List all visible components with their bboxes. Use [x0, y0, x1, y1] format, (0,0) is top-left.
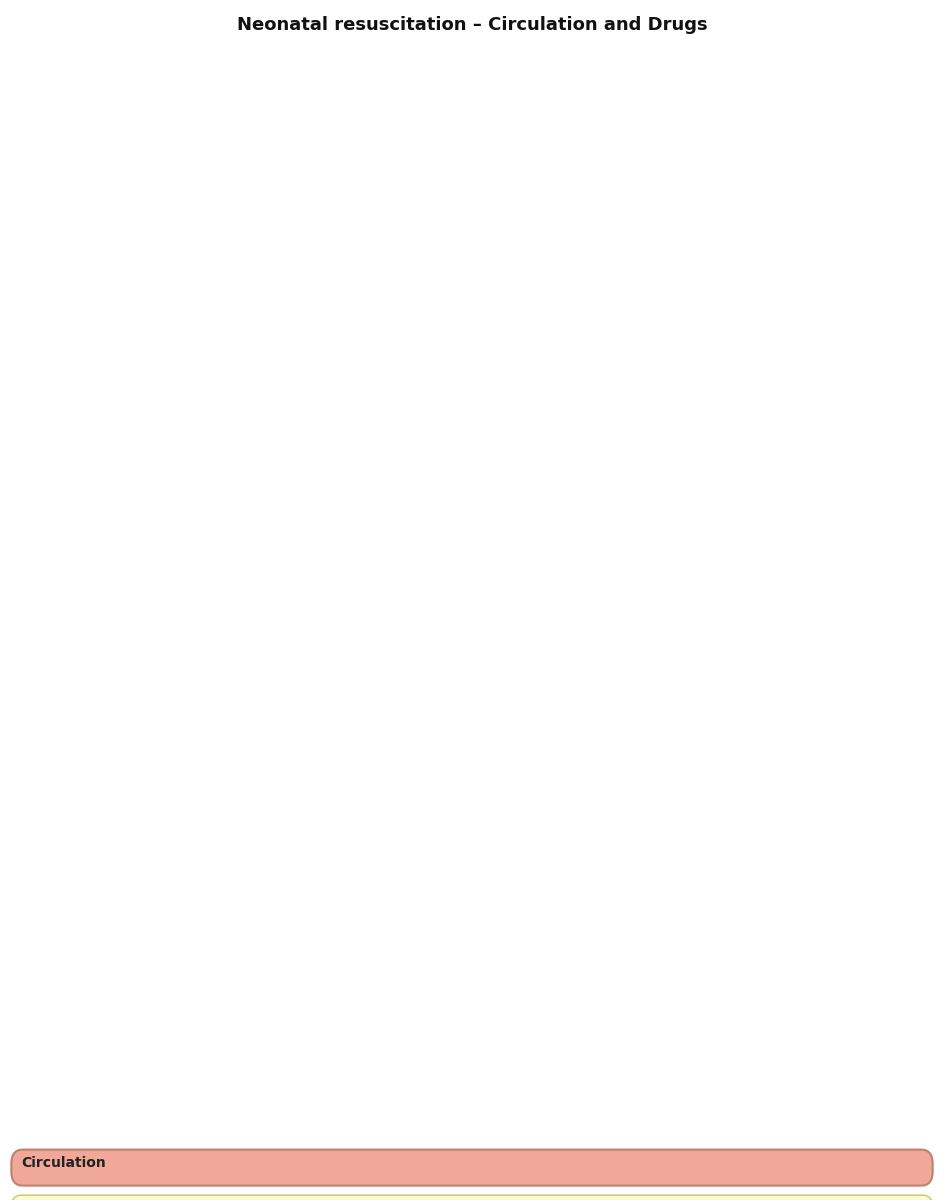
FancyBboxPatch shape	[11, 1150, 933, 1186]
FancyBboxPatch shape	[11, 1195, 933, 1200]
Text: Neonatal resuscitation – Circulation and Drugs: Neonatal resuscitation – Circulation and…	[237, 16, 707, 34]
Text: Circulation: Circulation	[21, 1156, 106, 1170]
